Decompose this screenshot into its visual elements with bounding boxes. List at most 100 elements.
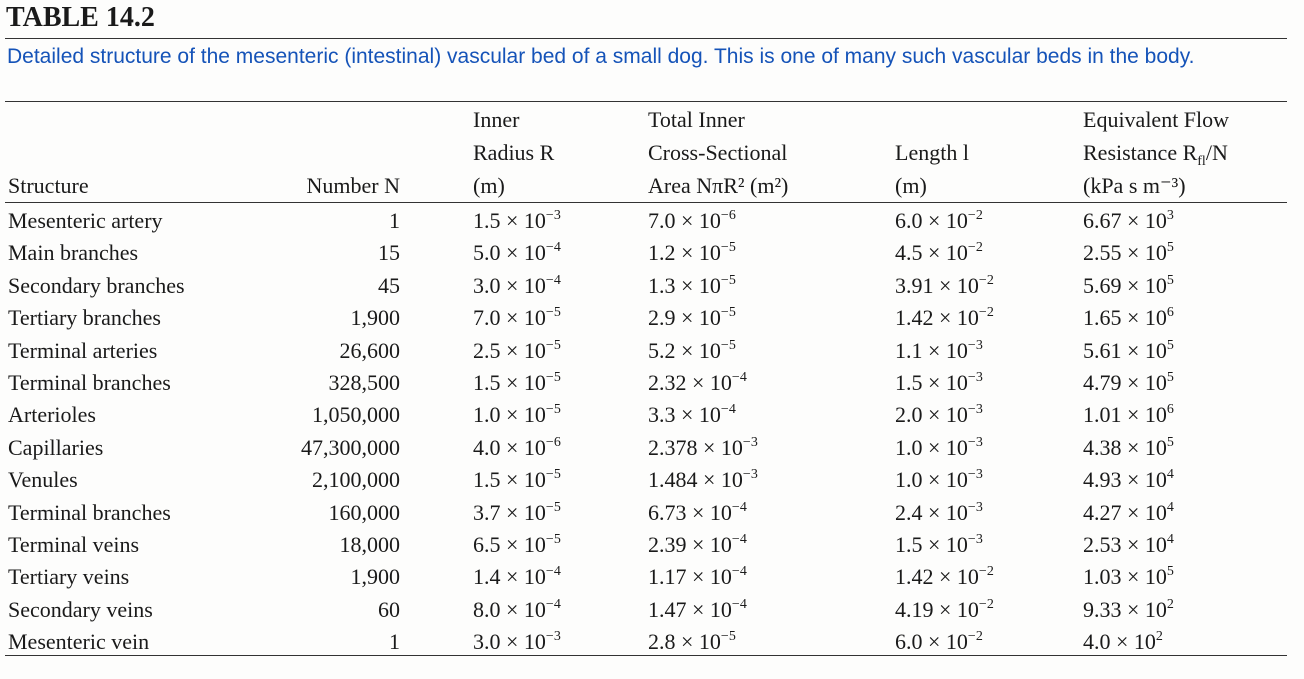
mantissa: 3.7 × 10 [473, 499, 546, 525]
table-title: TABLE 14.2 [6, 2, 155, 33]
mantissa: 1.4 × 10 [473, 564, 546, 590]
value-cell: 1.65 × 106 [1083, 304, 1174, 332]
column-header: Inner [473, 106, 519, 134]
exponent: 5 [1166, 240, 1174, 256]
exponent: 5 [1166, 370, 1174, 385]
mantissa: 5.69 × 10 [1083, 272, 1167, 298]
exponent: −4 [545, 596, 561, 612]
mantissa: 6.0 × 10 [895, 629, 968, 655]
exponent: −5 [545, 467, 561, 483]
mantissa: 1.47 × 10 [648, 596, 732, 622]
header-subscript: fl [1197, 154, 1206, 169]
mantissa: 2.32 × 10 [648, 370, 732, 395]
value-cell: 6.67 × 103 [1083, 207, 1174, 235]
exponent: 4 [1166, 499, 1174, 515]
exponent: −5 [720, 629, 736, 645]
value-cell: 4.93 × 104 [1083, 466, 1174, 494]
exponent: −5 [720, 272, 736, 288]
exponent: −4 [731, 564, 747, 580]
value-cell: 2.378 × 10−3 [648, 434, 758, 462]
value-cell: 2.9 × 10−5 [648, 304, 736, 332]
exponent: −2 [978, 272, 994, 288]
value-cell: 1,050,000 [312, 402, 400, 428]
header-text: Number N [306, 173, 400, 198]
mantissa: 1.5 × 10 [895, 532, 968, 557]
header-text: Total Inner [648, 107, 745, 132]
exponent: −3 [545, 629, 561, 645]
value-cell: 1.3 × 10−5 [648, 272, 736, 300]
structure-cell: Terminal branches [8, 499, 171, 525]
mantissa: 5.0 × 10 [473, 240, 546, 266]
value-cell: 1.5 × 10−3 [895, 531, 983, 559]
mantissa: 9.33 × 10 [1083, 596, 1167, 622]
value-cell: 4.79 × 105 [1083, 369, 1174, 397]
mantissa: 4.19 × 10 [895, 596, 979, 622]
mantissa: 1.3 × 10 [648, 272, 721, 298]
value-cell: 1.0 × 10−3 [895, 466, 983, 494]
mantissa: 2.53 × 10 [1083, 532, 1167, 557]
value-cell: 1,900 [350, 564, 401, 590]
mantissa: 1.2 × 10 [648, 240, 721, 266]
value-cell: 5.2 × 10−5 [648, 337, 736, 365]
exponent: 4 [1166, 532, 1174, 547]
header-text: Resistance R [1083, 140, 1198, 165]
exponent: −3 [967, 402, 983, 418]
exponent: −4 [731, 370, 747, 385]
mantissa: 4.93 × 10 [1083, 467, 1167, 493]
exponent: −2 [967, 240, 983, 256]
exponent: −5 [545, 499, 561, 515]
exponent: −3 [967, 499, 983, 515]
mantissa: 3.0 × 10 [473, 629, 546, 655]
exponent: −2 [967, 629, 983, 645]
value-cell: 328,500 [328, 370, 401, 395]
column-header: (m) [473, 172, 505, 200]
exponent: −5 [545, 532, 561, 547]
mantissa: 3.0 × 10 [473, 272, 546, 298]
mantissa: 4.79 × 10 [1083, 370, 1167, 395]
column-header: (m) [895, 172, 927, 200]
exponent: −5 [545, 370, 561, 385]
exponent: −2 [978, 305, 994, 321]
exponent: 5 [1166, 272, 1174, 288]
header-text: Area NπR² (m²) [648, 173, 789, 198]
exponent: −3 [967, 337, 983, 353]
header-text: /N [1205, 140, 1228, 165]
value-cell: 6.73 × 10−4 [648, 499, 747, 527]
column-header: Number N [307, 172, 400, 200]
mantissa: 1.1 × 10 [895, 337, 968, 363]
exponent: 3 [1166, 208, 1174, 223]
exponent: −4 [731, 532, 747, 547]
value-cell: 1.47 × 10−4 [648, 596, 747, 624]
value-cell: 60 [378, 596, 400, 622]
exponent: 2 [1155, 629, 1163, 645]
value-cell: 160,000 [328, 499, 401, 525]
value-cell: 6.0 × 10−2 [895, 628, 983, 656]
value-cell: 4.0 × 102 [1083, 628, 1163, 656]
value-cell: 5.61 × 105 [1083, 337, 1174, 365]
exponent: −4 [545, 272, 561, 288]
value-cell: 7.0 × 10−5 [473, 304, 561, 332]
value-cell: 1.0 × 10−3 [895, 434, 983, 462]
exponent: −4 [720, 402, 736, 418]
value-cell: 26,600 [339, 337, 401, 363]
value-cell: 2.8 × 10−5 [648, 628, 736, 656]
header-text: Equivalent Flow [1083, 107, 1230, 132]
column-header: Cross-Sectional [648, 139, 787, 167]
exponent: −3 [545, 208, 561, 223]
header-text: (m) [473, 173, 505, 198]
column-header: Equivalent Flow [1083, 106, 1229, 134]
mantissa: 2.8 × 10 [648, 629, 721, 655]
mantissa: 1.5 × 10 [473, 370, 546, 395]
exponent: −3 [967, 434, 983, 450]
mantissa: 6.5 × 10 [473, 532, 546, 557]
exponent: 2 [1166, 596, 1174, 612]
value-cell: 3.91 × 10−2 [895, 272, 994, 300]
value-cell: 3.7 × 10−5 [473, 499, 561, 527]
exponent: −4 [731, 596, 747, 612]
mantissa: 2.378 × 10 [648, 434, 743, 460]
mantissa: 4.27 × 10 [1083, 499, 1167, 525]
mantissa: 4.0 × 10 [473, 434, 546, 460]
exponent: −5 [720, 337, 736, 353]
mantissa: 1.484 × 10 [648, 467, 743, 493]
